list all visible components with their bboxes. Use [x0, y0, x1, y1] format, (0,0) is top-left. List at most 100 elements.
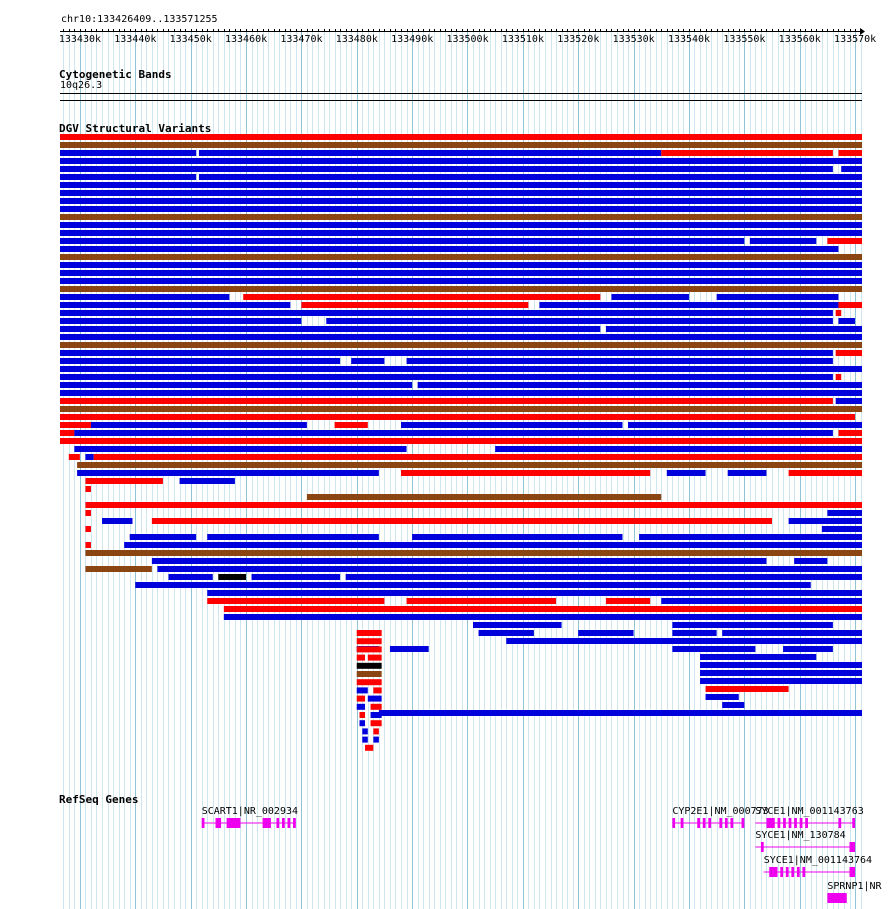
sv-feature[interactable]	[356, 662, 382, 669]
sv-feature[interactable]	[406, 598, 557, 604]
gene-exon[interactable]	[697, 818, 701, 828]
gene-exon[interactable]	[708, 818, 712, 828]
sv-feature[interactable]	[301, 302, 529, 308]
sv-feature[interactable]	[90, 422, 307, 428]
sv-feature[interactable]	[794, 558, 828, 564]
sv-feature[interactable]	[223, 614, 863, 620]
gene-exon[interactable]	[719, 818, 723, 828]
sv-feature[interactable]	[85, 526, 91, 532]
sv-feature[interactable]	[356, 703, 366, 710]
sv-feature[interactable]	[835, 398, 862, 404]
sv-feature[interactable]	[359, 712, 366, 718]
sv-feature[interactable]	[60, 390, 862, 396]
sv-feature[interactable]	[207, 534, 379, 540]
sv-feature[interactable]	[60, 294, 230, 300]
sv-feature[interactable]	[788, 470, 862, 476]
sv-feature[interactable]	[821, 526, 862, 532]
sv-feature[interactable]	[60, 366, 862, 372]
sv-feature[interactable]	[356, 630, 382, 636]
sv-feature[interactable]	[356, 646, 382, 653]
sv-feature[interactable]	[60, 350, 833, 356]
sv-feature[interactable]	[362, 728, 368, 735]
sv-feature[interactable]	[827, 238, 862, 244]
sv-feature[interactable]	[85, 542, 91, 548]
gene-exon[interactable]	[791, 867, 795, 877]
sv-feature[interactable]	[506, 638, 862, 644]
sv-feature[interactable]	[218, 574, 246, 580]
sv-feature[interactable]	[788, 518, 862, 524]
sv-feature[interactable]	[60, 382, 413, 388]
sv-feature[interactable]	[722, 630, 862, 636]
gene-exon[interactable]	[724, 818, 728, 828]
sv-feature[interactable]	[367, 695, 382, 702]
sv-feature[interactable]	[326, 318, 833, 324]
sv-feature[interactable]	[727, 470, 767, 476]
sv-feature[interactable]	[60, 310, 833, 316]
sv-feature[interactable]	[705, 694, 739, 700]
sv-feature[interactable]	[661, 598, 862, 604]
sv-feature[interactable]	[60, 214, 862, 220]
sv-feature[interactable]	[68, 454, 80, 460]
sv-feature[interactable]	[151, 558, 767, 564]
gene-exon[interactable]	[702, 818, 706, 828]
sv-feature[interactable]	[722, 702, 745, 708]
sv-feature[interactable]	[85, 478, 163, 484]
sv-feature[interactable]	[124, 542, 862, 548]
sv-feature[interactable]	[412, 534, 623, 540]
sv-feature[interactable]	[60, 230, 862, 236]
sv-feature[interactable]	[60, 190, 862, 196]
sv-feature[interactable]	[60, 246, 839, 252]
sv-feature[interactable]	[835, 310, 842, 316]
sv-feature[interactable]	[373, 687, 382, 694]
gene-label[interactable]: SPRNP1|NR	[827, 881, 882, 892]
sv-feature[interactable]	[783, 646, 833, 652]
sv-feature[interactable]	[207, 590, 862, 596]
sv-feature[interactable]	[306, 494, 662, 500]
sv-feature[interactable]	[838, 302, 862, 308]
sv-feature[interactable]	[356, 687, 368, 694]
sv-feature[interactable]	[359, 720, 366, 727]
gene-exon[interactable]	[802, 867, 806, 877]
sv-feature[interactable]	[666, 470, 706, 476]
sv-feature[interactable]	[838, 430, 862, 436]
gene-exon[interactable]	[287, 818, 291, 828]
gene-exon[interactable]	[838, 818, 842, 828]
sv-feature[interactable]	[473, 622, 562, 628]
sv-feature[interactable]	[198, 174, 862, 180]
sv-feature[interactable]	[370, 712, 382, 718]
sv-feature[interactable]	[85, 550, 862, 556]
sv-feature[interactable]	[60, 182, 862, 188]
sv-feature[interactable]	[60, 150, 197, 156]
gene-exon[interactable]	[780, 867, 784, 877]
sv-feature[interactable]	[705, 686, 789, 692]
gene-exon[interactable]	[293, 818, 296, 828]
sv-feature[interactable]	[243, 294, 601, 300]
gene-label[interactable]: SCART1|NR_002934	[201, 806, 299, 817]
sv-feature[interactable]	[77, 462, 862, 468]
sv-feature[interactable]	[495, 446, 862, 452]
sv-feature[interactable]	[60, 406, 862, 412]
sv-feature[interactable]	[60, 174, 197, 180]
sv-feature[interactable]	[60, 206, 862, 212]
sv-feature[interactable]	[60, 342, 862, 348]
sv-feature[interactable]	[716, 294, 839, 300]
gene-exon[interactable]	[794, 818, 797, 828]
gene-exon[interactable]	[788, 818, 792, 828]
gene-label[interactable]: CYP2E1|NM_000773	[672, 806, 769, 817]
gene-exon[interactable]	[785, 867, 789, 877]
sv-feature[interactable]	[60, 374, 833, 380]
sv-feature[interactable]	[827, 510, 862, 516]
sv-feature[interactable]	[60, 134, 862, 140]
sv-feature[interactable]	[367, 654, 382, 661]
sv-feature[interactable]	[168, 574, 213, 580]
sv-feature[interactable]	[611, 294, 689, 300]
gene-exon[interactable]	[276, 818, 280, 828]
gene-exon[interactable]	[741, 818, 745, 828]
sv-feature[interactable]	[362, 736, 368, 743]
sv-feature[interactable]	[672, 622, 833, 628]
gene-exon[interactable]	[760, 842, 764, 852]
sv-feature[interactable]	[373, 736, 379, 743]
gene-exon[interactable]	[226, 818, 241, 828]
sv-feature[interactable]	[838, 150, 862, 156]
gene-label[interactable]: SYCE1|NM_001143763	[755, 806, 864, 817]
